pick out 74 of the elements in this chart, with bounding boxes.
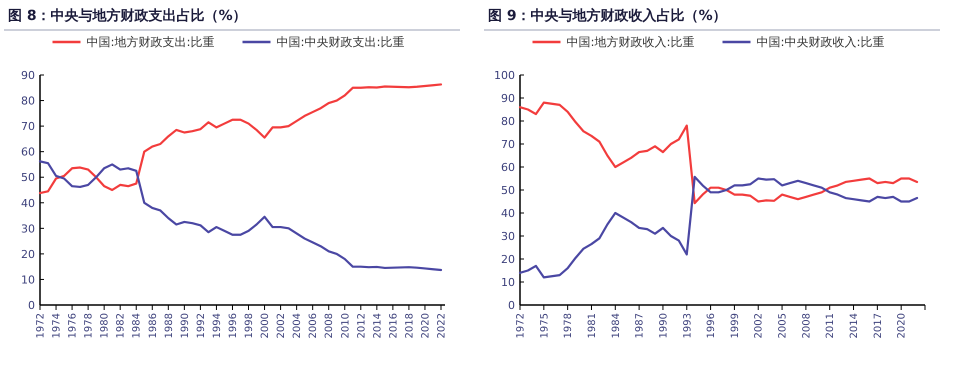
x-tick-label: 1987 bbox=[634, 313, 646, 338]
line-series bbox=[518, 102, 918, 204]
x-tick-label: 1992 bbox=[196, 313, 207, 338]
x-tick-label: 2006 bbox=[308, 313, 320, 338]
y-tick-label: 0 bbox=[508, 299, 515, 312]
x-tick-label: 1999 bbox=[730, 313, 741, 338]
x-tick-label: 1976 bbox=[68, 313, 79, 338]
x-tick-label: 1972 bbox=[516, 313, 526, 338]
y-tick-label: 40 bbox=[21, 196, 35, 210]
x-tick-label: 1990 bbox=[658, 313, 670, 338]
x-tick-label: 2010 bbox=[340, 313, 352, 338]
y-tick-label: 90 bbox=[501, 92, 515, 105]
x-tick-label: 1978 bbox=[563, 313, 574, 338]
y-tick-label: 10 bbox=[21, 273, 35, 286]
x-tick-label: 1982 bbox=[116, 313, 127, 338]
y-tick-label: 20 bbox=[501, 253, 515, 266]
y-tick-label: 50 bbox=[21, 171, 35, 184]
x-tick-label: 2002 bbox=[754, 313, 765, 338]
legend-label: 中国:中央财政收入:比重 bbox=[756, 35, 885, 49]
x-tick-label: 1981 bbox=[586, 313, 598, 338]
legend-label: 中国:地方财政收入:比重 bbox=[566, 35, 695, 49]
line-series bbox=[518, 176, 918, 278]
x-tick-label: 2000 bbox=[260, 313, 272, 338]
y-tick-label: 60 bbox=[501, 161, 515, 174]
legend-label: 中国:中央财政支出:比重 bbox=[276, 35, 405, 49]
y-tick-label: 50 bbox=[501, 184, 515, 197]
x-tick-label: 2014 bbox=[849, 313, 860, 338]
line-series bbox=[38, 83, 442, 194]
x-tick-label: 1980 bbox=[100, 313, 111, 338]
y-tick-label: 100 bbox=[494, 69, 515, 82]
y-tick-label: 70 bbox=[21, 120, 35, 134]
y-tick-label: 30 bbox=[21, 222, 35, 236]
x-tick-label: 1996 bbox=[706, 313, 718, 338]
line-series bbox=[38, 160, 442, 272]
chart-title: 图 9：中央与地方财政收入占比（%） bbox=[488, 7, 727, 24]
x-tick-label: 2022 bbox=[436, 313, 448, 338]
legend-label: 中国:地方财政支出:比重 bbox=[86, 35, 215, 49]
y-tick-label: 70 bbox=[501, 138, 515, 151]
x-tick-label: 1974 bbox=[52, 313, 63, 338]
x-tick-label: 1975 bbox=[539, 313, 550, 338]
y-tick-label: 80 bbox=[21, 94, 35, 108]
x-tick-label: 2020 bbox=[420, 313, 432, 338]
chart-title: 图 8：中央与地方财政支出占比（%） bbox=[8, 7, 247, 24]
x-tick-label: 2008 bbox=[324, 313, 336, 338]
x-tick-label: 2018 bbox=[404, 313, 416, 338]
x-tick-label: 2002 bbox=[276, 313, 288, 338]
x-tick-label: 2020 bbox=[896, 313, 908, 338]
x-tick-label: 2016 bbox=[388, 313, 400, 338]
y-tick-label: 80 bbox=[501, 115, 515, 128]
x-tick-label: 1986 bbox=[148, 313, 159, 338]
x-tick-label: 1984 bbox=[610, 313, 622, 338]
y-tick-label: 20 bbox=[21, 248, 35, 261]
x-tick-label: 1993 bbox=[682, 313, 694, 338]
y-tick-label: 90 bbox=[21, 69, 35, 82]
y-tick-label: 10 bbox=[501, 276, 515, 289]
x-tick-label: 1998 bbox=[244, 313, 256, 338]
y-tick-label: 30 bbox=[501, 230, 515, 243]
x-tick-label: 2011 bbox=[825, 313, 836, 338]
x-tick-label: 1988 bbox=[164, 313, 175, 338]
x-tick-label: 1996 bbox=[228, 313, 239, 338]
x-tick-label: 2008 bbox=[801, 313, 812, 338]
x-tick-label: 1990 bbox=[180, 313, 191, 338]
y-tick-label: 40 bbox=[501, 207, 515, 220]
x-tick-label: 2014 bbox=[372, 313, 384, 338]
x-tick-label: 2012 bbox=[356, 313, 368, 338]
x-tick-label: 1994 bbox=[212, 313, 223, 338]
x-tick-label: 2005 bbox=[778, 313, 789, 338]
y-tick-label: 60 bbox=[21, 146, 35, 159]
x-tick-label: 1984 bbox=[132, 313, 143, 338]
y-tick-label: 0 bbox=[28, 299, 35, 312]
x-tick-label: 2017 bbox=[872, 313, 884, 338]
x-tick-label: 1972 bbox=[36, 313, 46, 338]
x-tick-label: 1978 bbox=[84, 313, 95, 338]
x-tick-label: 2004 bbox=[292, 313, 304, 338]
